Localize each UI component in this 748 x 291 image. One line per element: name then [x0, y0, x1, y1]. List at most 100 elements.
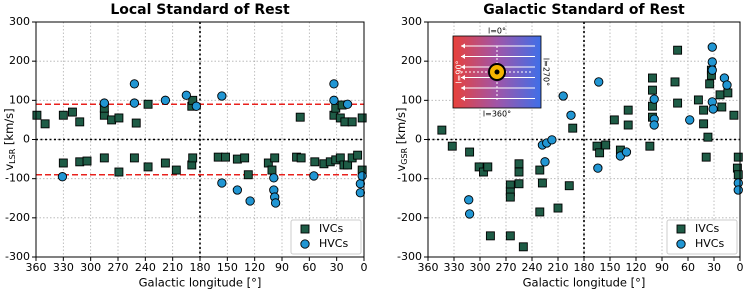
point	[558, 91, 568, 101]
point	[535, 165, 545, 175]
point	[670, 77, 680, 87]
point	[32, 110, 42, 120]
point	[329, 95, 339, 105]
point	[129, 79, 140, 89]
point	[593, 163, 603, 173]
point	[733, 170, 743, 180]
x-tick-label: 360	[26, 261, 47, 274]
point	[568, 123, 578, 133]
point	[540, 157, 550, 167]
point	[707, 65, 717, 75]
point	[485, 231, 495, 241]
point	[99, 153, 109, 163]
point	[342, 99, 353, 109]
point	[594, 77, 604, 87]
point	[505, 192, 515, 202]
y-tick-label: -300	[5, 250, 30, 263]
inset-arrowhead	[461, 75, 465, 80]
x-tick-label: 330	[53, 261, 74, 274]
panel: Local Standard of Rest -300 -200 -100 0 100 20…	[2, 2, 368, 290]
chart-title: Galactic Standard of Rest	[483, 2, 685, 18]
x-tick-label: 300	[470, 261, 491, 274]
point	[729, 110, 739, 120]
point	[309, 171, 319, 181]
point	[296, 153, 306, 163]
point	[649, 120, 659, 130]
x-tick-label: 30	[707, 261, 721, 274]
point	[243, 170, 253, 180]
point	[343, 160, 353, 170]
legend-marker	[300, 224, 310, 234]
point	[131, 118, 141, 128]
point	[357, 171, 367, 181]
x-tick-label: 330	[444, 261, 465, 274]
point	[57, 172, 68, 182]
x-tick-label: 210	[162, 261, 183, 274]
point	[505, 231, 515, 241]
point	[601, 140, 611, 150]
y-label-base: v	[394, 165, 408, 172]
y-label-base: v	[2, 164, 16, 171]
point	[232, 154, 242, 164]
point	[129, 153, 139, 163]
inset-label: l=270°	[542, 58, 551, 86]
point	[483, 162, 493, 172]
point	[566, 110, 576, 120]
inset-label: l=0°	[488, 27, 506, 36]
point	[353, 150, 363, 160]
point	[623, 120, 633, 130]
y-label-unit: [km/s]	[394, 107, 408, 147]
point	[707, 42, 717, 52]
x-tick-label: 360	[418, 261, 439, 274]
x-tick-label: 240	[135, 261, 156, 274]
y-tick-label: 300	[401, 15, 422, 28]
point	[232, 185, 243, 195]
point	[673, 45, 683, 55]
point	[217, 178, 227, 188]
point	[143, 162, 153, 172]
x-tick-label: 0	[361, 261, 368, 274]
y-label-unit: [km/s]	[2, 108, 16, 148]
point	[465, 147, 475, 157]
legend-label: IVCs	[319, 222, 343, 235]
plot-frame	[427, 21, 741, 258]
point	[514, 167, 524, 177]
legend: IVCs HVCs	[666, 219, 738, 255]
point	[240, 153, 250, 163]
panel: Galactic Standard of Rest -300 -200 -100 0 10…	[394, 2, 744, 290]
point	[447, 141, 457, 151]
point	[217, 91, 227, 101]
legend-label: HVCs	[695, 237, 724, 250]
point	[464, 195, 474, 205]
point	[270, 153, 280, 163]
legend-label: IVCs	[695, 222, 719, 235]
point	[518, 242, 528, 252]
point	[181, 90, 191, 100]
point	[160, 158, 170, 168]
point	[171, 165, 181, 175]
x-tick-label: 210	[548, 261, 569, 274]
point	[114, 113, 124, 123]
point	[75, 117, 85, 127]
legend-marker	[300, 239, 310, 249]
y-axis-label: vLSR [km/s]	[2, 108, 17, 170]
point	[191, 101, 202, 111]
point	[99, 98, 109, 108]
y-tick-label: 0	[23, 133, 30, 146]
point	[267, 165, 277, 175]
point	[58, 110, 68, 120]
point	[649, 94, 659, 104]
point	[722, 80, 732, 90]
x-tick-label: 90	[655, 261, 669, 274]
x-tick-label: 240	[522, 261, 543, 274]
point	[310, 157, 320, 167]
x-tick-label: 90	[275, 261, 289, 274]
point	[699, 119, 709, 129]
y-tick-label: -200	[5, 211, 30, 224]
point	[723, 88, 733, 98]
point	[188, 153, 198, 163]
point	[40, 119, 50, 129]
inset-label: l=90°	[455, 60, 464, 83]
point	[270, 198, 281, 208]
